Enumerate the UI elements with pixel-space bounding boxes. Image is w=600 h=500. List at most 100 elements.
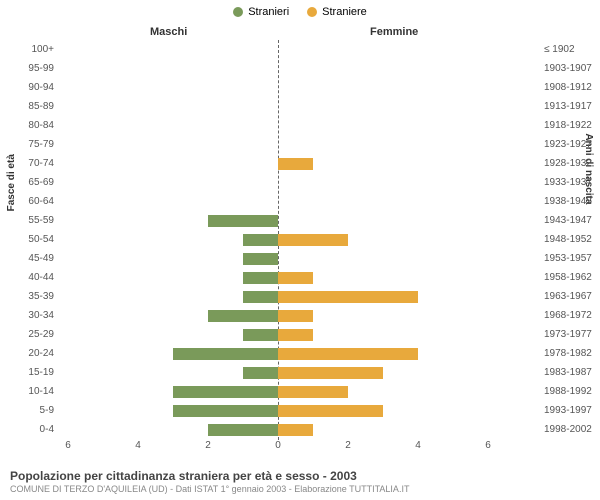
birth-label: 1973-1977 [540, 330, 600, 340]
chart-footer: Popolazione per cittadinanza straniera p… [10, 469, 590, 494]
birth-label: 1923-1927 [540, 140, 600, 150]
birth-label: 1903-1907 [540, 64, 600, 74]
birth-label: 1918-1922 [540, 121, 600, 131]
female-bar [278, 405, 383, 417]
male-bar [208, 215, 278, 227]
birth-label: 1913-1917 [540, 102, 600, 112]
pyramid-row [68, 288, 488, 307]
x-axis: 6 4 2 0 2 4 6 [68, 440, 488, 456]
legend-female: Straniere [307, 6, 367, 18]
x-tick: 6 [485, 440, 491, 451]
male-bar [173, 405, 278, 417]
age-label: 0-4 [0, 425, 58, 435]
female-bar [278, 310, 313, 322]
male-swatch [233, 7, 243, 17]
x-tick: 4 [135, 440, 141, 451]
plot-area [68, 40, 488, 440]
male-bar [243, 367, 278, 379]
legend-male: Stranieri [233, 6, 289, 18]
female-bar [278, 367, 383, 379]
pyramid-row [68, 173, 488, 192]
birth-label: ≤ 1902 [540, 45, 600, 55]
age-label: 80-84 [0, 121, 58, 131]
female-bar [278, 272, 313, 284]
x-tick: 0 [275, 440, 281, 451]
male-bar [173, 348, 278, 360]
pyramid-row [68, 402, 488, 421]
birth-label: 1983-1987 [540, 368, 600, 378]
female-bar [278, 386, 348, 398]
age-label: 65-69 [0, 178, 58, 188]
female-swatch [307, 7, 317, 17]
birth-label: 1988-1992 [540, 387, 600, 397]
pyramid-row [68, 116, 488, 135]
birth-label: 1933-1937 [540, 178, 600, 188]
pyramid-row [68, 421, 488, 440]
age-labels: 100+95-9990-9485-8980-8475-7970-7465-696… [0, 40, 58, 440]
age-label: 10-14 [0, 387, 58, 397]
birth-label: 1908-1912 [540, 83, 600, 93]
age-label: 55-59 [0, 216, 58, 226]
pyramid-row [68, 211, 488, 230]
male-bar [243, 272, 278, 284]
pyramid-row [68, 307, 488, 326]
pyramid-row [68, 135, 488, 154]
female-bar [278, 329, 313, 341]
age-label: 5-9 [0, 406, 58, 416]
pyramid-row [68, 154, 488, 173]
male-column-title: Maschi [150, 26, 187, 38]
pyramid-row [68, 269, 488, 288]
age-label: 95-99 [0, 64, 58, 74]
legend-female-label: Straniere [322, 6, 367, 18]
male-bar [243, 291, 278, 303]
birth-label: 1978-1982 [540, 349, 600, 359]
x-tick: 6 [65, 440, 71, 451]
female-bar [278, 234, 348, 246]
pyramid-row [68, 383, 488, 402]
age-label: 50-54 [0, 235, 58, 245]
chart-subtitle: COMUNE DI TERZO D'AQUILEIA (UD) - Dati I… [10, 484, 590, 494]
birth-label: 1963-1967 [540, 292, 600, 302]
population-pyramid-chart: { "legend": { "male": "Stranieri", "fema… [0, 0, 600, 500]
age-label: 25-29 [0, 330, 58, 340]
pyramid-row [68, 250, 488, 269]
male-bar [243, 329, 278, 341]
male-bar [173, 386, 278, 398]
pyramid-row [68, 230, 488, 249]
age-label: 90-94 [0, 83, 58, 93]
age-label: 30-34 [0, 311, 58, 321]
female-bar [278, 424, 313, 436]
age-label: 70-74 [0, 159, 58, 169]
male-bar [243, 253, 278, 265]
x-tick: 2 [345, 440, 351, 451]
age-label: 40-44 [0, 273, 58, 283]
birth-label: 1968-1972 [540, 311, 600, 321]
x-tick: 2 [205, 440, 211, 451]
age-label: 100+ [0, 45, 58, 55]
female-bar [278, 291, 418, 303]
male-bar [243, 234, 278, 246]
birth-label: 1948-1952 [540, 235, 600, 245]
legend: Stranieri Straniere [0, 0, 600, 18]
pyramid-row [68, 78, 488, 97]
female-column-title: Femmine [370, 26, 418, 38]
x-tick: 4 [415, 440, 421, 451]
pyramid-row [68, 97, 488, 116]
age-label: 45-49 [0, 254, 58, 264]
birth-label: 1993-1997 [540, 406, 600, 416]
male-bar [208, 424, 278, 436]
pyramid-row [68, 192, 488, 211]
pyramid-row [68, 364, 488, 383]
age-label: 85-89 [0, 102, 58, 112]
age-label: 15-19 [0, 368, 58, 378]
female-bar [278, 348, 418, 360]
birth-label: 1943-1947 [540, 216, 600, 226]
birth-label: 1938-1942 [540, 197, 600, 207]
pyramid-row [68, 59, 488, 78]
age-label: 20-24 [0, 349, 58, 359]
birth-label: 1953-1957 [540, 254, 600, 264]
chart-title: Popolazione per cittadinanza straniera p… [10, 469, 590, 483]
age-label: 75-79 [0, 140, 58, 150]
pyramid-row [68, 326, 488, 345]
legend-male-label: Stranieri [248, 6, 289, 18]
